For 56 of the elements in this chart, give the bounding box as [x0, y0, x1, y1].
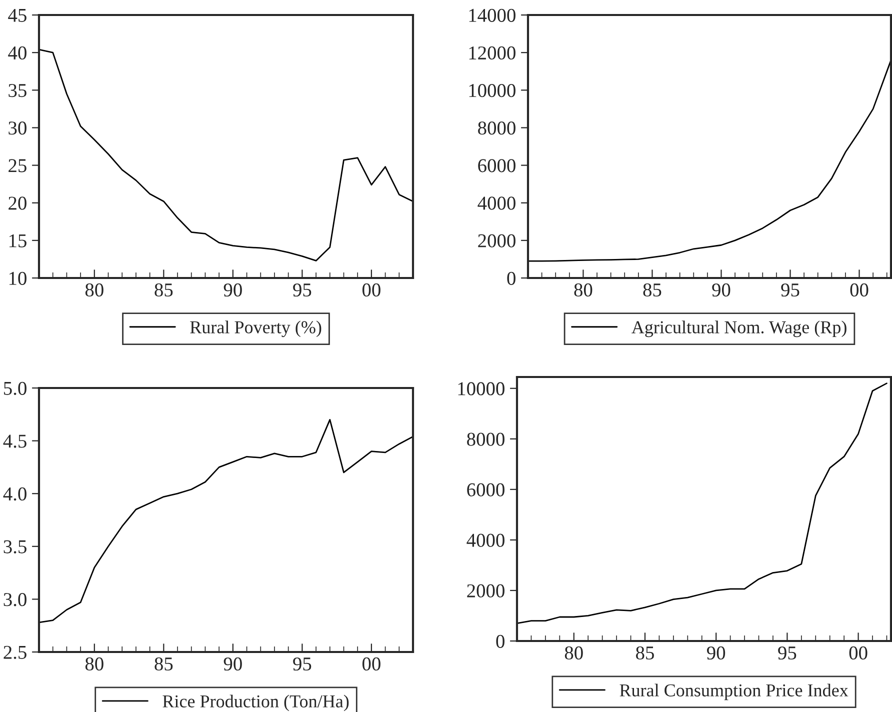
- y-tick-label: 4.0: [3, 487, 26, 501]
- y-tick-label: 6000: [467, 483, 504, 496]
- line-series: [39, 418, 413, 624]
- y-tick-label: 6000: [478, 159, 516, 172]
- x-tick-label: 95: [781, 283, 800, 297]
- y-tick-label: 15: [9, 234, 26, 248]
- y-tick-label: 4000: [466, 534, 504, 547]
- x-tick-label: 00: [849, 646, 868, 660]
- y-tick-label: 3.5: [4, 540, 26, 554]
- y-tick-label: 0: [507, 272, 516, 285]
- x-tick-label: 95: [778, 646, 796, 660]
- x-tick-label: 85: [636, 646, 654, 660]
- y-tick-label: 10000: [469, 84, 516, 98]
- y-tick-label: 25: [8, 159, 26, 172]
- x-tick-label: 90: [224, 657, 242, 671]
- y-tick-label: 8000: [467, 432, 504, 446]
- y-tick-label: 10000: [458, 382, 504, 396]
- y-tick-label: 40: [8, 46, 26, 60]
- y-tick-label: 4000: [478, 196, 516, 210]
- y-tick-label: 20: [8, 196, 26, 210]
- x-tick-label: 90: [224, 283, 242, 297]
- y-tick-label: 3.0: [4, 593, 26, 606]
- x-tick-label: 80: [85, 657, 104, 671]
- legend-label: Rural Consumption Price Index: [620, 684, 848, 700]
- x-tick-label: 85: [154, 283, 173, 297]
- y-tick-label: 4.5: [3, 434, 26, 448]
- x-tick-label: 80: [85, 283, 104, 297]
- x-tick-label: 00: [362, 283, 380, 297]
- legend-label: Rural Poverty (%): [190, 320, 322, 338]
- y-tick-label: 0: [496, 634, 504, 648]
- x-tick-label: 90: [706, 646, 726, 660]
- x-tick-label: 95: [293, 283, 312, 297]
- legend-label: Agricultural Nom. Wage (Rp): [632, 320, 846, 338]
- y-tick-label: 14000: [469, 8, 516, 22]
- x-tick-label: 80: [574, 283, 592, 297]
- line-series: [528, 59, 891, 262]
- y-tick-label: 10: [9, 272, 26, 285]
- x-tick-label: 00: [362, 657, 380, 671]
- x-tick-label: 95: [293, 657, 312, 671]
- line-series: [39, 48, 413, 262]
- y-tick-label: 5.0: [4, 382, 26, 396]
- y-tick-label: 30: [8, 122, 26, 135]
- y-tick-label: 2000: [467, 584, 504, 598]
- legend-label: Rice Production (Ton/Ha): [162, 694, 349, 712]
- y-tick-label: 35: [8, 84, 26, 98]
- x-tick-label: 85: [643, 283, 662, 297]
- x-tick-label: 80: [564, 646, 583, 660]
- x-tick-label: 90: [712, 283, 730, 297]
- x-tick-label: 85: [154, 657, 173, 671]
- x-tick-label: 00: [850, 283, 868, 297]
- y-tick-label: 2.5: [4, 646, 26, 660]
- y-tick-label: 8000: [478, 122, 516, 135]
- line-series: [517, 382, 888, 624]
- y-tick-label: 2000: [478, 234, 516, 248]
- y-tick-label: 45: [8, 8, 26, 22]
- y-tick-label: 12000: [469, 46, 516, 60]
